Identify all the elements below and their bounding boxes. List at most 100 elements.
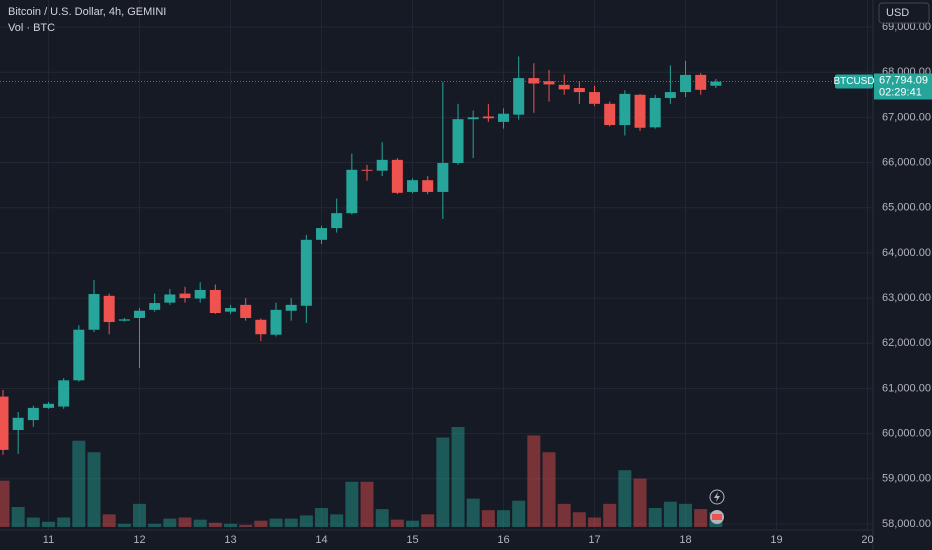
volume-bar: [224, 523, 238, 527]
candle-body: [0, 396, 9, 450]
candle-body: [361, 169, 373, 171]
candle-body: [467, 117, 479, 120]
volume-bar: [57, 517, 71, 527]
volume-bar: [284, 518, 298, 527]
volume-bar: [208, 522, 222, 527]
currency-button[interactable]: [878, 2, 930, 24]
volume-bar: [648, 508, 662, 527]
candle-body: [558, 84, 570, 90]
y-tick-label: 62,000.00: [882, 337, 931, 349]
volume-bar: [618, 470, 632, 527]
x-tick-label: 15: [406, 534, 418, 546]
symbol-label: BTCUSD: [833, 76, 874, 87]
y-tick-label: 59,000.00: [882, 473, 931, 485]
volume-bar: [633, 478, 647, 527]
volume-bar: [481, 510, 495, 527]
candle-body: [194, 289, 206, 299]
x-tick-label: 14: [315, 534, 327, 546]
candle-body: [513, 78, 525, 115]
chart-title: Bitcoin / U.S. Dollar, 4h, GEMINI: [8, 6, 166, 18]
x-tick-label: 20: [861, 534, 873, 546]
candle-body: [270, 309, 282, 335]
candle-body: [407, 180, 419, 192]
volume-bar: [11, 507, 25, 527]
candle-body: [528, 78, 540, 84]
volume-bar: [315, 508, 329, 527]
volume-bar: [557, 503, 571, 527]
volume-label: Vol · BTC: [8, 22, 55, 34]
countdown-label: 02:29:41: [879, 86, 922, 98]
price-tag: [874, 73, 932, 100]
candle-body: [88, 294, 100, 330]
volume-bar: [588, 517, 602, 527]
candle-body: [619, 93, 631, 126]
candle-body: [680, 74, 692, 93]
x-tick-label: 13: [224, 534, 236, 546]
candle-body: [240, 304, 252, 318]
grid: [0, 0, 873, 530]
volume-bar: [269, 518, 283, 527]
volume-bar: [542, 452, 556, 527]
y-tick-label: 69,000.00: [882, 21, 931, 33]
y-tick-label: 58,000.00: [882, 518, 931, 530]
candle-body: [255, 319, 267, 335]
y-tick-label: 60,000.00: [882, 428, 931, 440]
volume-bar: [178, 517, 192, 527]
volume-bar: [679, 503, 693, 527]
y-tick-label: 65,000.00: [882, 202, 931, 214]
candle-body: [12, 417, 24, 431]
volume-bar: [102, 514, 116, 527]
candle-body: [43, 403, 55, 408]
candle-body: [376, 159, 388, 171]
y-tick-label: 67,000.00: [882, 111, 931, 123]
candle-body: [634, 94, 646, 128]
volume-bar: [436, 437, 450, 527]
lightning-glyph: [714, 492, 720, 502]
candle-body: [649, 97, 661, 128]
y-tick-label: 66,000.00: [882, 156, 931, 168]
candle-body: [179, 293, 191, 299]
volume-bar: [360, 481, 374, 527]
volume-bar: [390, 519, 404, 527]
volume-bar: [87, 452, 101, 527]
candle-body: [604, 103, 616, 126]
x-tick-label: 12: [133, 534, 145, 546]
volume-bar: [421, 514, 435, 527]
candle-body: [134, 310, 146, 318]
volume-layer: [0, 427, 723, 527]
candle-body: [573, 88, 585, 93]
candle-body: [437, 163, 449, 192]
volume-bar: [42, 521, 56, 527]
x-tick-label: 17: [588, 534, 600, 546]
candle-body: [118, 319, 130, 321]
candle-body: [710, 81, 722, 86]
candle-body: [589, 92, 601, 104]
volume-bar: [0, 480, 10, 527]
flag-glyph: [712, 514, 722, 520]
volume-bar: [26, 517, 40, 527]
x-tick-label: 16: [497, 534, 509, 546]
volume-bar: [254, 520, 268, 527]
volume-bar: [133, 503, 147, 527]
candle-body: [285, 304, 297, 311]
candle-body: [331, 213, 343, 229]
volume-bar: [117, 523, 131, 527]
candle-body: [664, 92, 676, 98]
volume-bar: [406, 520, 420, 527]
volume-bar: [466, 498, 480, 527]
candle-body: [452, 119, 464, 164]
volume-bar: [375, 509, 389, 527]
symbol-tag: [835, 74, 873, 89]
candle-body: [422, 180, 434, 192]
x-tick-label: 18: [679, 534, 691, 546]
volume-bar: [527, 435, 541, 527]
volume-bar: [239, 524, 253, 527]
volume-bar: [603, 503, 617, 527]
candle-body: [225, 308, 237, 312]
event-icons: [709, 489, 725, 524]
x-tick-label: 19: [770, 534, 782, 546]
candle-body: [498, 113, 510, 122]
last-price-label: 67,794.09: [879, 74, 928, 86]
